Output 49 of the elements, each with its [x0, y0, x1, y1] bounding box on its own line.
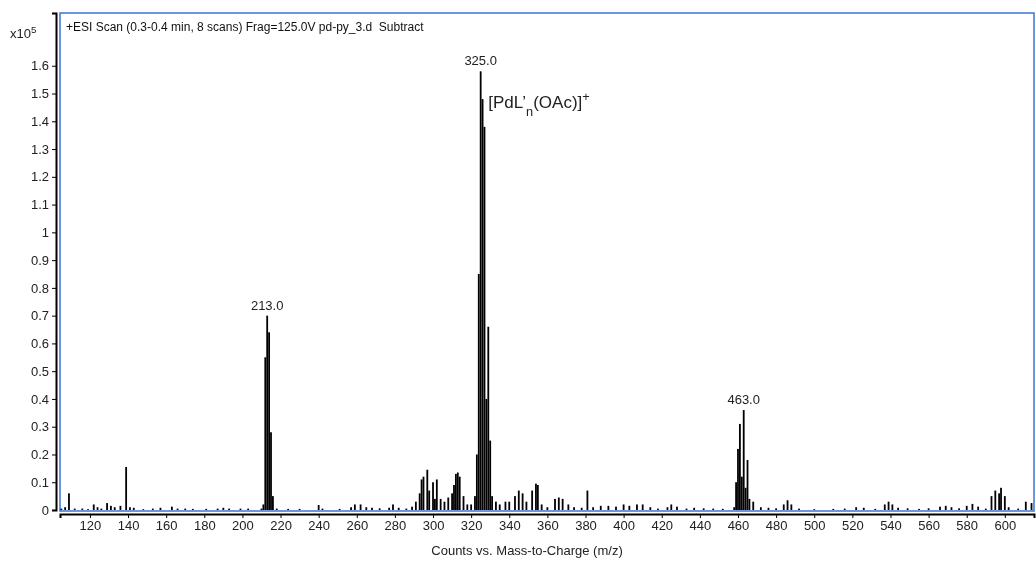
x-tick-label: 420: [651, 518, 674, 534]
x-tick-label: 240: [308, 518, 330, 534]
x-tick-label: 320: [460, 518, 483, 534]
y-tick-label: 1.1: [30, 197, 49, 213]
x-tick-label: 580: [956, 518, 979, 534]
annotation: [PdL’$_{n}$(OAc)]$^{+}$: [488, 88, 590, 119]
x-tick-label: 560: [918, 518, 940, 534]
x-tick-label: 300: [422, 518, 445, 534]
y-tick-label: 0.9: [30, 252, 49, 268]
x-tick-label: 220: [270, 518, 292, 534]
y-tick-label: 0.1: [30, 474, 49, 490]
y-tick-label: 0.2: [30, 447, 49, 463]
x-tick-label: 480: [765, 518, 788, 534]
annotation: 463.0: [727, 392, 760, 408]
y-axis-title: x10$^{5}$: [10, 23, 37, 41]
x-axis-title: Counts vs. Mass-to-Charge (m/z): [431, 543, 623, 558]
x-tick-label: 440: [689, 518, 712, 534]
x-tick-label: 380: [575, 518, 597, 534]
y-tick-label: 1.3: [30, 141, 49, 157]
y-tick-label: 0.6: [30, 336, 49, 352]
x-tick-label: 340: [498, 518, 521, 534]
y-tick-label: 1.2: [30, 169, 49, 185]
y-tick-label: 0: [41, 502, 49, 518]
y-tick-label: 0.8: [30, 280, 49, 296]
y-tick-label: 0.5: [30, 363, 49, 379]
y-tick-label: 1.4: [30, 113, 49, 129]
x-tick-label: 460: [727, 518, 750, 534]
x-tick-label: 360: [537, 518, 559, 534]
y-tick-label: 1.5: [30, 86, 49, 102]
y-tick-label: 1: [41, 225, 49, 241]
x-tick-label: 160: [155, 518, 178, 534]
annotation: 325.0: [464, 53, 497, 69]
y-tick-label: 0.3: [30, 419, 49, 435]
y-tick-label: 0.4: [30, 391, 49, 407]
x-tick-label: 540: [880, 518, 902, 534]
annotation: 213.0: [250, 297, 284, 313]
x-tick-label: 200: [232, 518, 254, 534]
x-tick-label: 140: [117, 518, 140, 534]
x-tick-label: 260: [346, 518, 369, 534]
x-tick-label: 520: [842, 518, 864, 534]
y-tick-label: 0.7: [30, 308, 49, 324]
y-tick-label: 1.6: [30, 58, 49, 74]
x-tick-label: 600: [994, 518, 1017, 534]
x-tick-label: 280: [384, 518, 407, 534]
x-tick-label: 500: [803, 518, 826, 534]
text: +ESI Scan (0.3-0.4 min, 8 scans) Frag=125.0V pd-py_3.d Subtract: [66, 20, 425, 34]
x-tick-label: 180: [193, 518, 216, 534]
x-tick-label: 120: [79, 518, 102, 534]
x-tick-label: 400: [613, 518, 635, 534]
